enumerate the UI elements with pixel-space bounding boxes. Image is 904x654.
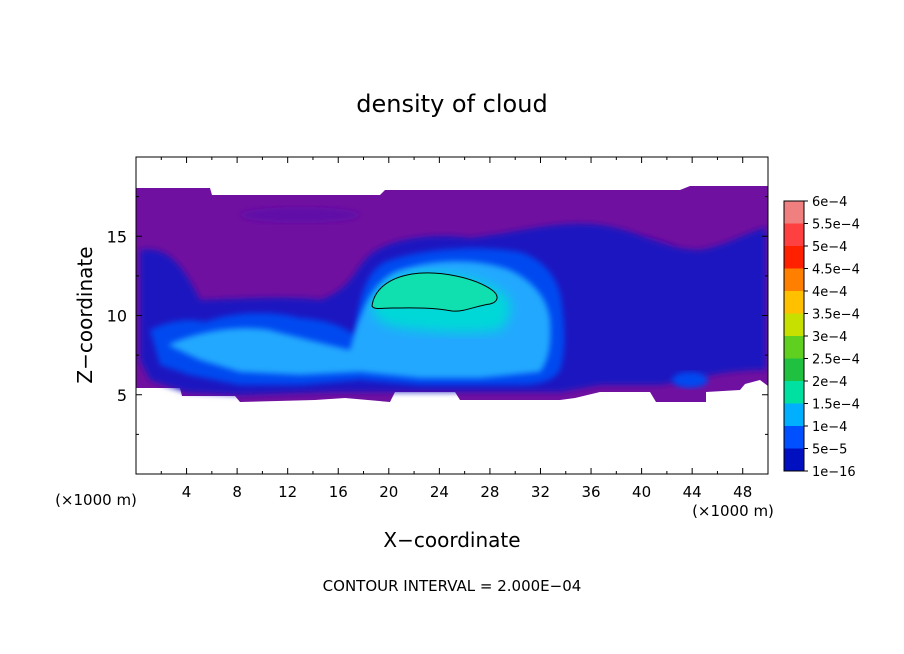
x-tick-label: 32 bbox=[531, 483, 550, 501]
colorbar-swatch bbox=[784, 426, 804, 449]
x-unit-label-left: (×1000 m) bbox=[55, 491, 137, 509]
x-tick-label: 24 bbox=[430, 483, 449, 501]
contour-interval-note: CONTOUR INTERVAL = 2.000E−04 bbox=[323, 577, 582, 595]
y-tick-label: 5 bbox=[117, 386, 127, 405]
colorbar-swatch bbox=[784, 246, 804, 269]
x-tick-label: 12 bbox=[278, 483, 297, 501]
x-axis: 4 8 12 16 20 24 28 32 36 40 44 48 bbox=[160, 157, 752, 501]
colorbar-label: 2.5e−4 bbox=[812, 353, 860, 368]
colorbar-label: 3e−4 bbox=[812, 330, 847, 345]
colorbar-label: 5e−4 bbox=[812, 240, 847, 255]
contour-line-2e-4 bbox=[371, 272, 498, 312]
colorbar-swatch bbox=[784, 381, 804, 404]
y-tick-label: 15 bbox=[107, 227, 127, 246]
x-tick-label: 44 bbox=[683, 483, 702, 501]
colorbar-label: 4e−4 bbox=[812, 285, 847, 300]
colorbar-swatch bbox=[784, 403, 804, 426]
x-tick-label: 16 bbox=[329, 483, 348, 501]
colorbar-label: 1.5e−4 bbox=[812, 398, 860, 413]
chart-title: density of cloud bbox=[356, 90, 547, 118]
colorbar-label: 4.5e−4 bbox=[812, 263, 860, 278]
colorbar-label: 5.5e−4 bbox=[812, 218, 860, 233]
colorbar-swatch bbox=[784, 201, 804, 224]
colorbar-swatch bbox=[784, 223, 804, 246]
colorbar-swatch bbox=[784, 313, 804, 336]
cloud-patch bbox=[672, 372, 708, 388]
y-tick-label: 10 bbox=[107, 307, 127, 326]
x-tick-label: 4 bbox=[182, 483, 192, 501]
density-field bbox=[136, 186, 768, 402]
x-tick-label: 40 bbox=[632, 483, 651, 501]
colorbar-label: 6e−4 bbox=[812, 195, 847, 210]
x-tick-label: 8 bbox=[232, 483, 242, 501]
colorbar-swatch bbox=[784, 358, 804, 381]
colorbar-label: 5e−5 bbox=[812, 443, 847, 458]
colorbar: 6e−4 5.5e−4 5e−4 4.5e−4 4e−4 3.5e−4 3e−4 2.5e−4… bbox=[783, 195, 860, 480]
x-tick-label: 36 bbox=[581, 483, 600, 501]
x-tick-label: 48 bbox=[733, 483, 752, 501]
x-tick-label: 20 bbox=[379, 483, 398, 501]
colorbar-label: 3.5e−4 bbox=[812, 308, 860, 323]
x-axis-title: X−coordinate bbox=[383, 528, 520, 552]
colorbar-swatch bbox=[784, 448, 804, 471]
colorbar-swatch bbox=[784, 291, 804, 314]
cloud-patch bbox=[240, 207, 360, 223]
colorbar-label: 1e−4 bbox=[812, 420, 847, 435]
x-tick-label: 28 bbox=[480, 483, 499, 501]
y-axis-title: Z−coordinate bbox=[73, 246, 97, 383]
y-axis: 5 10 15 bbox=[107, 196, 768, 435]
colorbar-swatch bbox=[784, 268, 804, 291]
colorbar-swatch bbox=[784, 336, 804, 359]
colorbar-label: 1e−16 bbox=[812, 465, 856, 480]
colorbar-label: 2e−4 bbox=[812, 375, 847, 390]
x-unit-label-right: (×1000 m) bbox=[692, 502, 774, 520]
